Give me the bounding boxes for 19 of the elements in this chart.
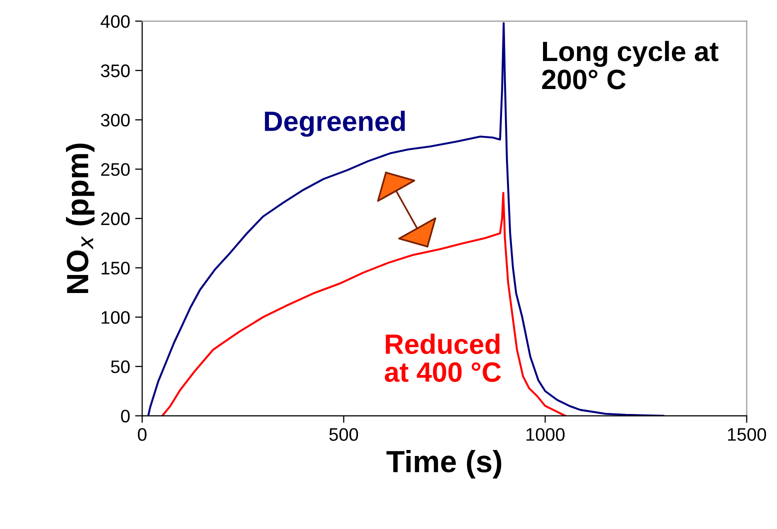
y-tick-label: 200 bbox=[101, 212, 130, 226]
y-tick-label: 350 bbox=[100, 64, 130, 78]
y-tick-label: 400 bbox=[100, 15, 130, 28]
line-series bbox=[161, 192, 566, 416]
y-tick-label: 150 bbox=[102, 262, 130, 275]
x-tick-label: 1000 bbox=[526, 428, 565, 441]
series-label: Reduced at 400 °C bbox=[384, 334, 501, 382]
x-tick-label: 0 bbox=[138, 428, 147, 441]
y-tick-label: 50 bbox=[111, 360, 130, 374]
y-tick-label: 250 bbox=[101, 163, 130, 176]
y-tick-label: 0 bbox=[121, 410, 130, 423]
series-label: Degreened bbox=[264, 110, 405, 137]
y-tick-label: 300 bbox=[100, 114, 130, 127]
x-tick-label: 500 bbox=[329, 428, 358, 441]
y-axis-title: NO$_{x}$ (ppm) bbox=[66, 144, 94, 293]
x-axis-title: Time (s) bbox=[386, 450, 502, 478]
y-tick-label: 100 bbox=[102, 311, 130, 324]
annotation: Long cycle at 200° C bbox=[542, 40, 718, 90]
x-tick-label: 1500 bbox=[728, 428, 766, 441]
